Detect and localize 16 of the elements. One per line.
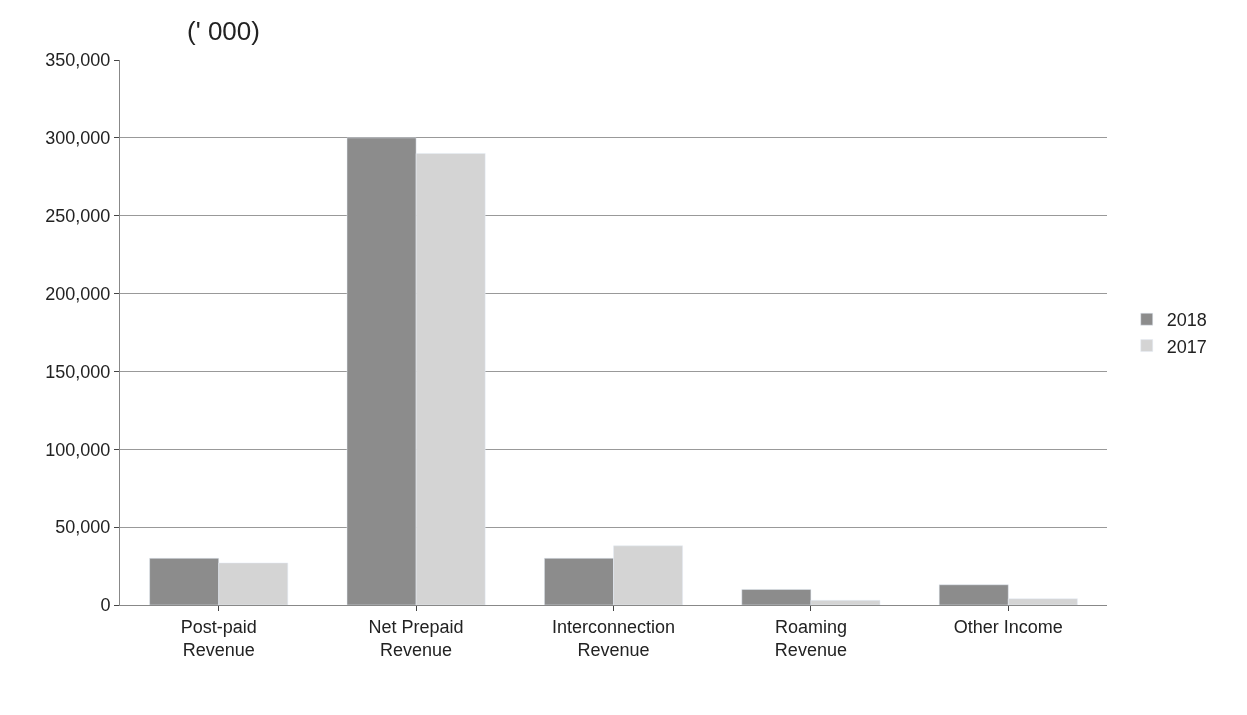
legend-label: 2017 [1166, 336, 1207, 357]
y-tick-label: 0 [100, 595, 111, 616]
chart-title: (' 000) [187, 15, 260, 46]
y-tick-label: 350,000 [45, 50, 111, 71]
y-tick-label: 300,000 [45, 128, 111, 149]
y-tick-label: 250,000 [45, 206, 111, 227]
y-tick-label: 100,000 [45, 439, 111, 460]
y-tick-label: 150,000 [45, 361, 111, 382]
x-tick-label: Interconnection Revenue [551, 616, 676, 660]
legend-label: 2018 [1166, 310, 1207, 331]
y-tick-label: 200,000 [45, 283, 111, 304]
x-tick-label: Other Income [953, 616, 1063, 637]
x-tick-label: Roaming Revenue [774, 616, 847, 660]
x-tick-label: Net Prepaid Revenue [368, 616, 464, 660]
x-tick-label: Post-paid Revenue [180, 616, 257, 660]
y-tick-label: 50,000 [55, 517, 111, 538]
